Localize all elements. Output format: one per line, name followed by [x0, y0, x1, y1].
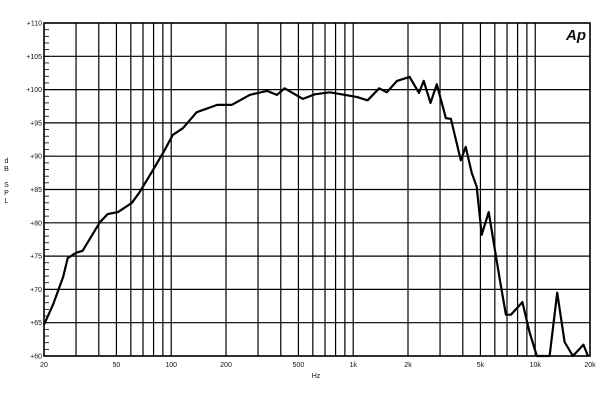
x-tick-label: 1k — [350, 362, 358, 369]
x-axis-labels: 20 50 100 200 500 1k 2k 5k 10k 20k — [40, 362, 596, 369]
x-tick-label: 5k — [477, 362, 485, 369]
x-tick-label: 200 — [220, 362, 232, 369]
y-tick-label: +80 — [30, 220, 42, 227]
x-tick-label: 500 — [293, 362, 305, 369]
y-tick-label: +65 — [30, 320, 42, 327]
x-tick-label: 50 — [113, 362, 121, 369]
x-tick-label: 10k — [530, 362, 542, 369]
y-axis-title: dB SPL — [3, 158, 10, 206]
x-tick-label: 100 — [165, 362, 177, 369]
y-tick-label: +75 — [30, 254, 42, 261]
grid — [43, 22, 591, 357]
x-axis-title: Hz — [312, 373, 321, 380]
y-axis-ticks — [44, 22, 49, 357]
series-line — [42, 75, 590, 358]
y-axis-labels: +60 +65 +70 +75 +80 +85 +90 +95 +100 +105 +110 — [26, 21, 42, 361]
y-tick-label: +105 — [26, 54, 42, 61]
x-tick-label: 2k — [404, 362, 412, 369]
y-tick-label: +100 — [26, 87, 42, 94]
y-tick-label: +95 — [30, 120, 42, 127]
y-tick-label: +110 — [27, 21, 42, 28]
y-tick-label: +85 — [30, 187, 42, 194]
y-tick-label: +60 — [30, 354, 42, 361]
x-tick-label: 20k — [584, 362, 596, 369]
logo: Ap — [565, 27, 586, 44]
y-tick-label: +70 — [30, 287, 42, 294]
y-tick-label: +90 — [30, 154, 42, 161]
x-tick-label: 20 — [40, 362, 48, 369]
